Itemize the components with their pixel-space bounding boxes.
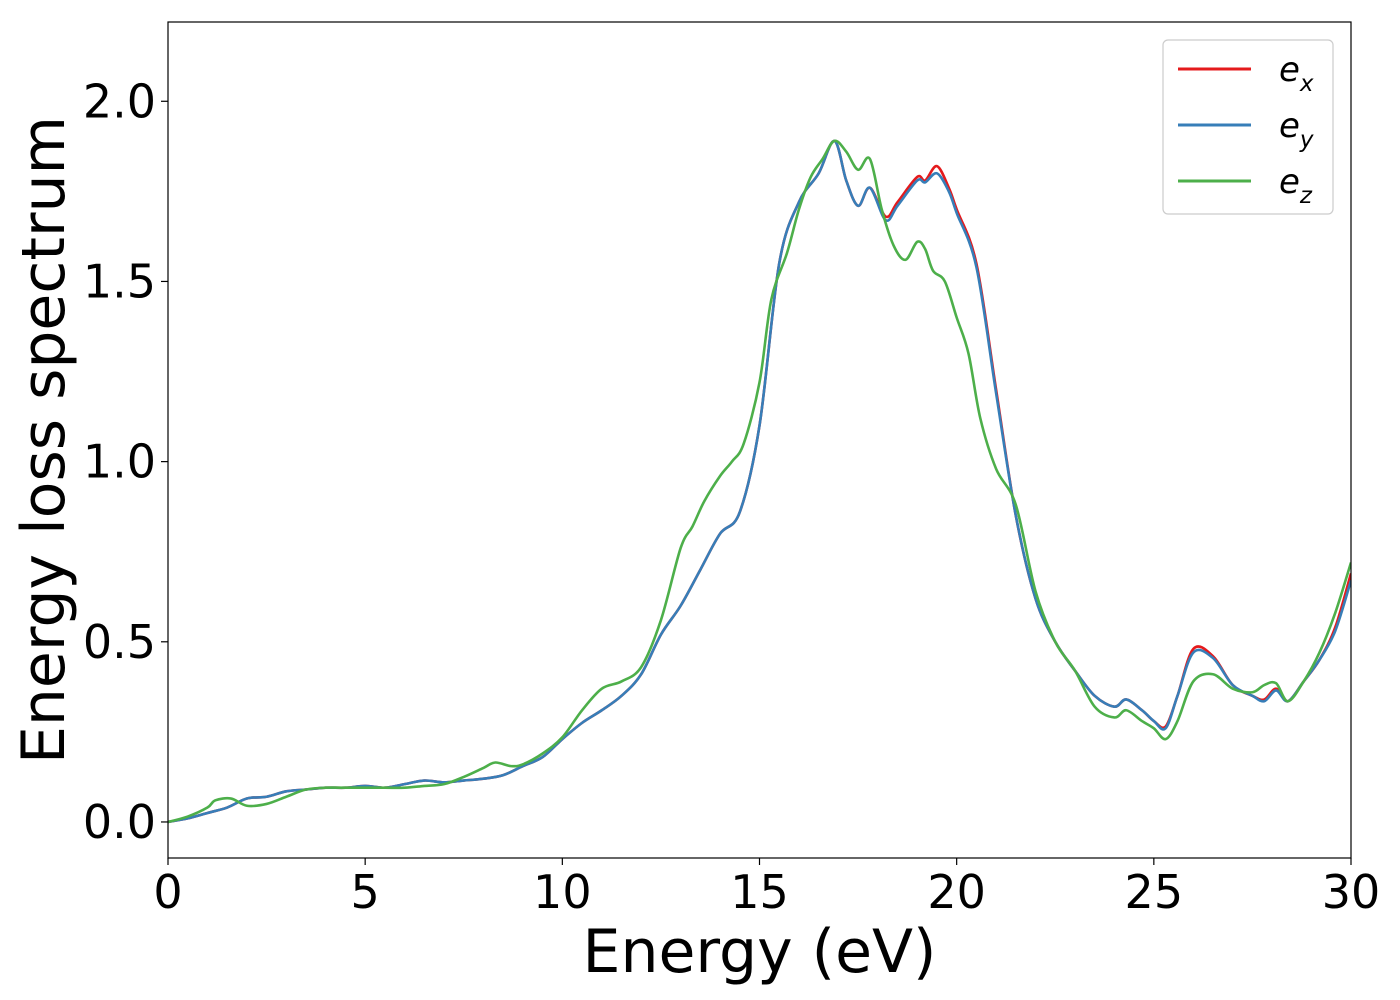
legend-frame bbox=[1162, 39, 1334, 215]
legend-item: ez bbox=[1178, 162, 1313, 209]
x-tick-label: 15 bbox=[730, 865, 789, 919]
x-axis: 0 5 10 15 20 25 30 bbox=[153, 858, 1380, 919]
legend-label: ex bbox=[1279, 50, 1314, 97]
x-tick-label: 5 bbox=[351, 865, 380, 919]
x-tick-label: 0 bbox=[153, 865, 182, 919]
legend-label: ez bbox=[1279, 162, 1313, 209]
x-axis-title: Energy (eV) bbox=[583, 917, 937, 987]
y-tick-label: 2.0 bbox=[83, 74, 156, 128]
legend-label: ey bbox=[1279, 106, 1314, 153]
legend-item: ex bbox=[1178, 50, 1314, 97]
x-tick-label: 30 bbox=[1322, 865, 1381, 919]
series-layer bbox=[168, 139, 1351, 824]
y-tick-label: 1.5 bbox=[83, 254, 156, 308]
y-axis: 0.0 0.5 1.0 1.5 2.0 bbox=[83, 74, 168, 849]
x-tick-label: 10 bbox=[533, 865, 592, 919]
y-tick-label: 0.0 bbox=[83, 795, 156, 849]
legend-item: ey bbox=[1178, 106, 1314, 153]
x-tick-label: 20 bbox=[927, 865, 986, 919]
series-line-e-y bbox=[168, 139, 1351, 824]
y-tick-label: 0.5 bbox=[83, 615, 156, 669]
series-line-e-z bbox=[168, 139, 1351, 824]
x-tick-label: 25 bbox=[1125, 865, 1184, 919]
y-tick-label: 1.0 bbox=[83, 435, 156, 489]
series-line-e-x bbox=[168, 139, 1351, 824]
legend: ex ey ez bbox=[1162, 39, 1334, 215]
y-axis-title: Energy loss spectrum bbox=[9, 116, 79, 764]
